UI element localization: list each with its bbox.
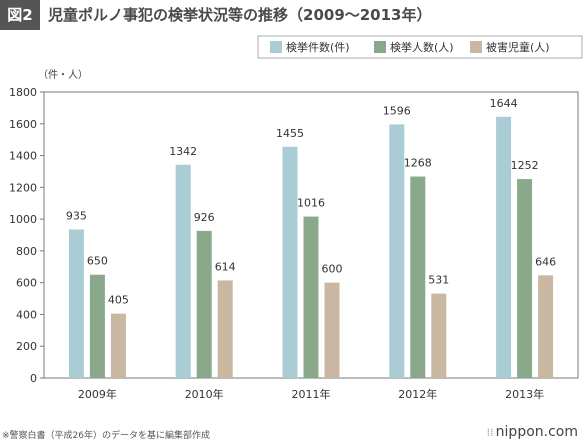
data-label: 600	[322, 263, 343, 276]
bar	[496, 116, 512, 378]
data-label: 1342	[169, 145, 197, 158]
data-label: 614	[215, 260, 236, 273]
y-tick-label: 1200	[9, 181, 37, 194]
chart-title: 児童ポルノ事犯の検挙状況等の推移（2009～2013年）	[48, 6, 432, 24]
bar	[410, 176, 426, 378]
brand-name: nippon.com	[495, 424, 578, 440]
x-tick-label: 2011年	[292, 387, 331, 401]
y-tick-label: 1400	[9, 150, 37, 163]
data-label: 405	[108, 294, 129, 307]
y-tick-label: 800	[16, 245, 37, 258]
legend-label: 被害児童(人)	[486, 40, 550, 54]
data-label: 926	[194, 211, 215, 224]
source-note: ※警察白書（平成26年）のデータを基に編集部作成	[2, 431, 210, 441]
bar	[431, 293, 447, 378]
legend-label: 検挙人数(人)	[390, 40, 454, 54]
bar	[389, 124, 405, 378]
y-tick-label: 1800	[9, 86, 37, 99]
bar	[68, 229, 84, 378]
bar	[517, 179, 533, 378]
bar	[282, 146, 298, 378]
data-label: 935	[66, 209, 87, 222]
data-label: 1016	[297, 197, 325, 210]
legend-swatch	[374, 41, 386, 53]
bar	[196, 230, 212, 378]
bar	[303, 216, 319, 378]
legend-swatch	[270, 41, 282, 53]
brand-dots-icon: ⁞⁞	[486, 426, 494, 439]
bar	[217, 280, 233, 378]
bar	[538, 275, 554, 378]
data-label: 1455	[276, 127, 304, 140]
x-tick-label: 2010年	[185, 387, 224, 401]
bar	[89, 274, 105, 378]
y-tick-label: 0	[30, 372, 37, 385]
x-tick-label: 2013年	[505, 387, 544, 401]
data-label: 650	[87, 255, 108, 268]
data-label: 1596	[383, 104, 411, 117]
x-tick-label: 2012年	[398, 387, 437, 401]
y-tick-label: 600	[16, 277, 37, 290]
y-tick-label: 400	[16, 308, 37, 321]
y-tick-label: 1000	[9, 213, 37, 226]
data-label: 1252	[511, 159, 539, 172]
data-label: 531	[428, 274, 449, 287]
x-tick-label: 2009年	[78, 387, 117, 401]
brand-logo: ⁞⁞ nippon.com	[487, 424, 578, 440]
legend-box	[257, 35, 583, 59]
figure-badge: 図2	[0, 0, 40, 30]
chart-header: 図2 児童ポルノ事犯の検挙状況等の推移（2009～2013年）	[0, 0, 584, 30]
data-label: 1644	[490, 97, 518, 110]
y-axis-label: （件・人）	[38, 69, 88, 81]
legend-swatch	[470, 41, 482, 53]
data-label: 646	[535, 255, 556, 268]
data-label: 1268	[404, 157, 432, 170]
y-tick-label: 1600	[9, 118, 37, 131]
legend-label: 検挙件数(件)	[286, 40, 350, 54]
y-tick-label: 200	[16, 340, 37, 353]
bar	[175, 164, 191, 378]
bar	[324, 282, 340, 378]
bar	[110, 313, 126, 378]
